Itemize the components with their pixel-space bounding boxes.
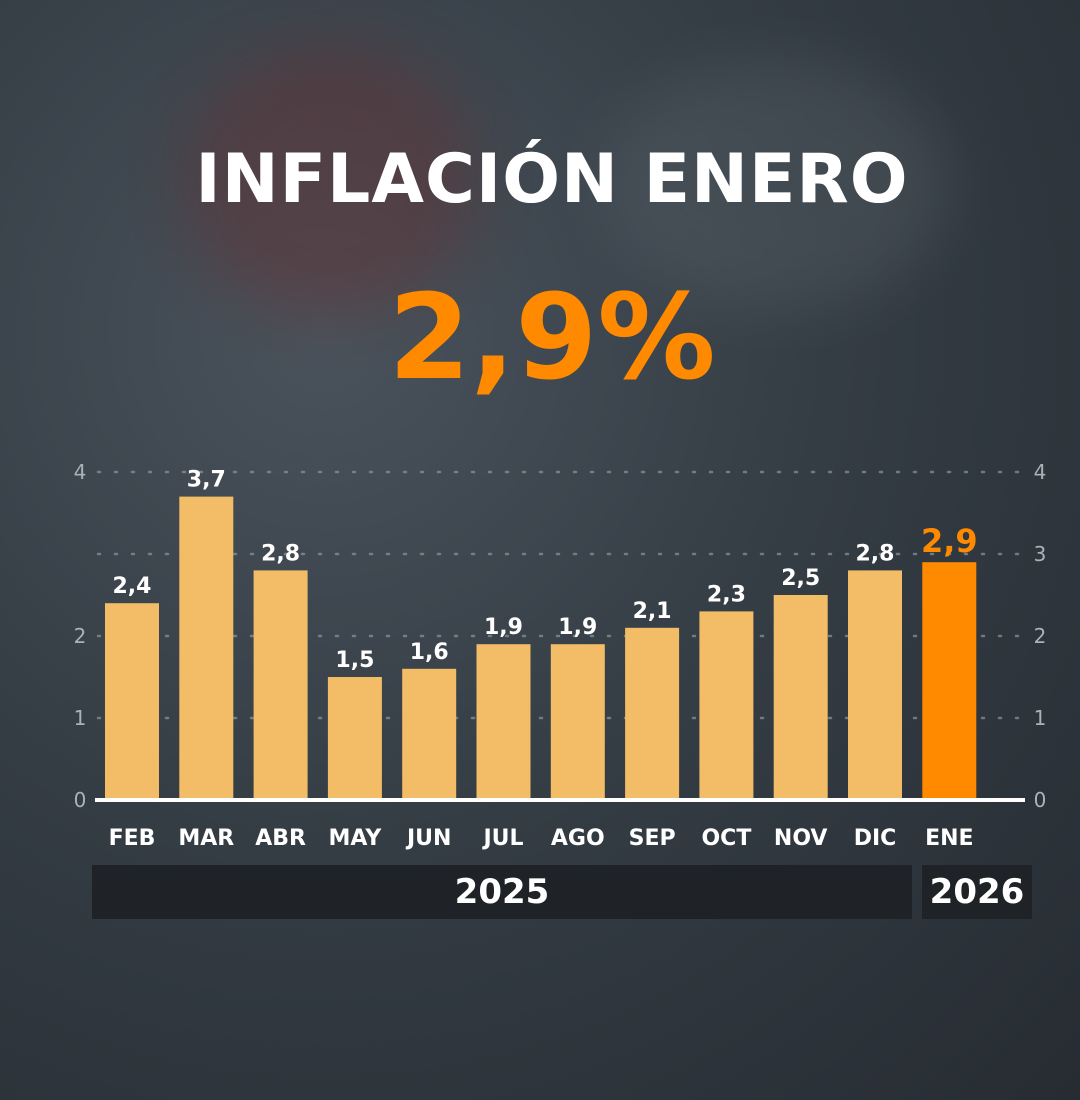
- data-label: 2,9: [921, 522, 978, 560]
- data-label: 2,5: [781, 566, 820, 591]
- bar-may: [327, 677, 382, 800]
- headline-value: 2,9%: [388, 268, 716, 406]
- y-tick-right: 4: [1034, 460, 1047, 484]
- y-tick-right: 3: [1034, 542, 1047, 566]
- data-label: 1,5: [335, 648, 374, 673]
- x-tick-label: DIC: [854, 826, 897, 851]
- bar-ene: [922, 562, 977, 800]
- data-label: 2,4: [113, 574, 152, 599]
- y-tick-left: 2: [74, 624, 87, 648]
- bar-oct: [699, 611, 754, 800]
- x-tick-label: OCT: [701, 826, 751, 851]
- x-tick-label: SEP: [629, 826, 676, 851]
- y-tick-right: 2: [1034, 624, 1047, 648]
- y-tick-right: 1: [1034, 706, 1047, 730]
- data-label: 1,9: [558, 615, 597, 640]
- data-label: 2,1: [633, 599, 672, 624]
- bar-feb: [105, 603, 159, 800]
- data-label: 2,8: [261, 541, 300, 566]
- y-tick-left: 1: [74, 706, 87, 730]
- bar-jun: [402, 668, 457, 800]
- year-label-2026: 2026: [922, 865, 1032, 919]
- background-blur: [600, 60, 950, 310]
- y-tick-left: 0: [74, 788, 87, 812]
- x-tick-label: NOV: [774, 826, 828, 851]
- year-label-2025: 2025: [92, 865, 912, 919]
- data-label: 1,9: [484, 615, 523, 640]
- y-tick-left: 4: [74, 460, 87, 484]
- bar-mar: [179, 496, 234, 800]
- chart-title: INFLACIÓN ENERO: [195, 140, 909, 219]
- background-blur: [180, 40, 480, 320]
- y-tick-right: 0: [1034, 788, 1047, 812]
- data-label: 2,8: [856, 541, 895, 566]
- bar-nov: [773, 595, 828, 800]
- x-tick-label: AGO: [551, 826, 605, 851]
- x-tick-label: MAY: [329, 826, 383, 851]
- x-tick-label: FEB: [109, 826, 156, 851]
- x-tick-label: ENE: [925, 826, 973, 851]
- x-tick-label: JUN: [405, 826, 451, 851]
- x-tick-label: MAR: [178, 826, 234, 851]
- data-label: 3,7: [187, 468, 226, 493]
- data-label: 2,3: [707, 582, 746, 607]
- bar-ago: [550, 644, 605, 800]
- bar-abr: [253, 570, 308, 800]
- bar-jul: [476, 644, 531, 800]
- bar-dic: [848, 570, 902, 800]
- data-label: 1,6: [410, 640, 449, 665]
- bar-sep: [625, 627, 680, 800]
- x-tick-label: JUL: [481, 826, 523, 851]
- x-tick-label: ABR: [255, 826, 306, 851]
